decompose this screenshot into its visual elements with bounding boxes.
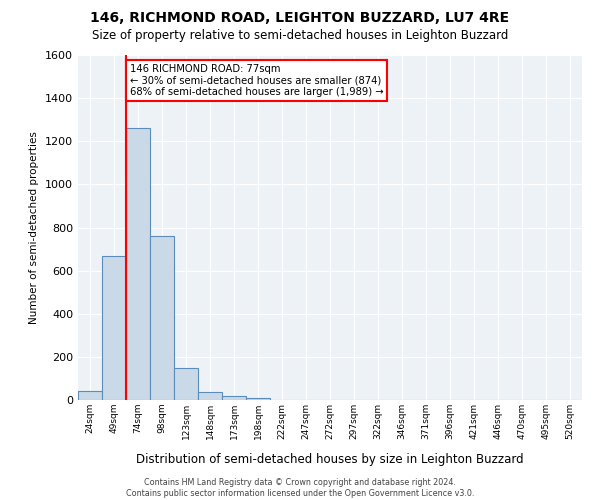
Bar — [246, 398, 270, 400]
X-axis label: Distribution of semi-detached houses by size in Leighton Buzzard: Distribution of semi-detached houses by … — [136, 453, 524, 466]
Y-axis label: Number of semi-detached properties: Number of semi-detached properties — [29, 131, 40, 324]
Text: 146 RICHMOND ROAD: 77sqm
← 30% of semi-detached houses are smaller (874)
68% of : 146 RICHMOND ROAD: 77sqm ← 30% of semi-d… — [130, 64, 383, 97]
Bar — [150, 236, 174, 400]
Text: 146, RICHMOND ROAD, LEIGHTON BUZZARD, LU7 4RE: 146, RICHMOND ROAD, LEIGHTON BUZZARD, LU… — [91, 12, 509, 26]
Text: Size of property relative to semi-detached houses in Leighton Buzzard: Size of property relative to semi-detach… — [92, 28, 508, 42]
Bar — [102, 256, 126, 400]
Bar — [174, 368, 198, 400]
Text: Contains HM Land Registry data © Crown copyright and database right 2024.
Contai: Contains HM Land Registry data © Crown c… — [126, 478, 474, 498]
Bar — [222, 396, 246, 400]
Bar — [78, 392, 102, 400]
Bar — [198, 392, 222, 400]
Bar — [126, 128, 150, 400]
